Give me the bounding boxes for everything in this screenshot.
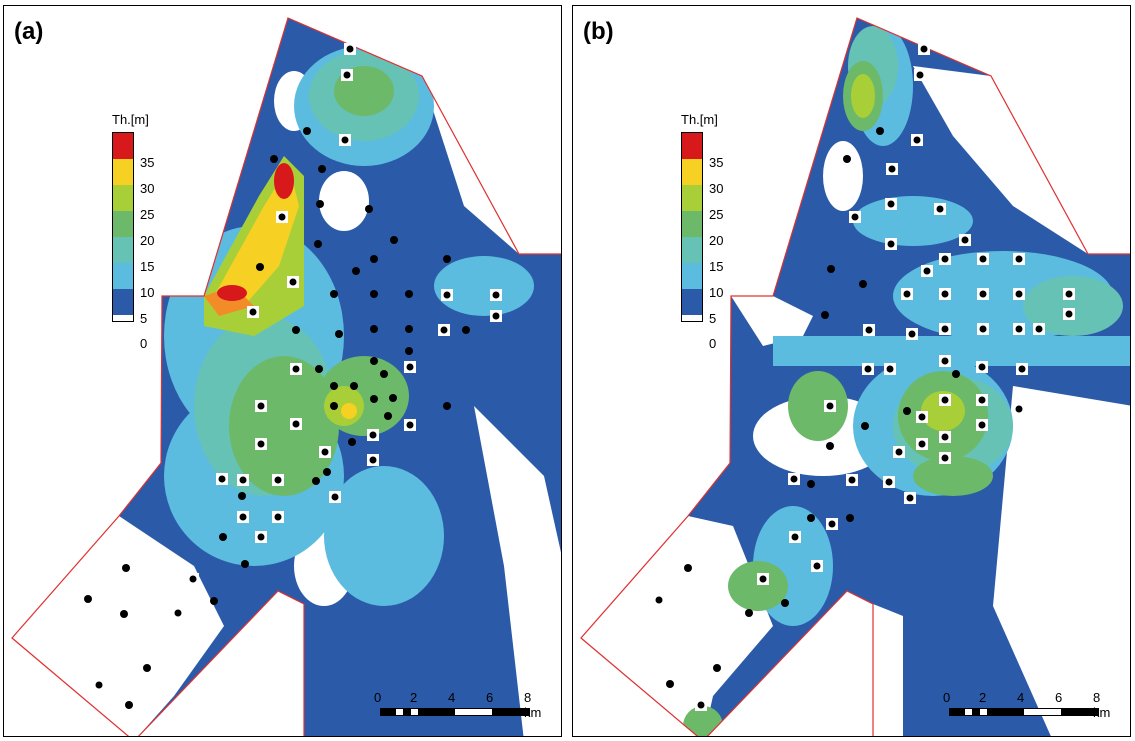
- legend-tick: 30: [709, 181, 724, 196]
- legend-tick: 5: [140, 311, 148, 326]
- scale-bar-a: 0 2 4 6 8 km: [374, 690, 544, 730]
- thickness-legend-b: Th.[m] 35 30 25 20 15 10 5 0: [679, 112, 759, 352]
- well-markers-a: [84, 43, 502, 709]
- scale-tick: 6: [486, 690, 494, 705]
- legend-tick: 20: [709, 233, 724, 248]
- panel-label-b: (b): [583, 18, 614, 45]
- legend-title: Th.[m]: [112, 112, 149, 127]
- scale-tick: 4: [448, 690, 456, 705]
- map-panel-a: (a) Th.[m] 35 30 25 20 15 10 5 0 0 2 4 6…: [3, 5, 562, 737]
- legend-tick: 25: [140, 207, 155, 222]
- thickness-map-a: [11, 17, 561, 736]
- legend-tick: 0: [709, 336, 717, 351]
- legend-tick: 0: [140, 336, 148, 351]
- scale-tick: 2: [410, 690, 418, 705]
- thickness-legend-a: Th.[m] 35 30 25 20 15 10 5 0: [110, 112, 190, 352]
- legend-tick: 5: [709, 311, 717, 326]
- scale-bar-b: 0 2 4 6 8 km: [943, 690, 1113, 730]
- legend-color-bar: [112, 132, 134, 322]
- legend-tick: 35: [709, 155, 724, 170]
- legend-tick: 10: [709, 285, 724, 300]
- scale-tick: 4: [1017, 690, 1025, 705]
- scale-bar-graphic: [380, 708, 530, 716]
- legend-tick: 20: [140, 233, 155, 248]
- well-markers-b: [653, 43, 1075, 711]
- scale-tick: 6: [1055, 690, 1063, 705]
- thickness-map-b: [580, 17, 1130, 736]
- legend-tick: 30: [140, 181, 155, 196]
- legend-color-bar: [681, 132, 703, 322]
- scale-tick: 0: [943, 690, 951, 705]
- legend-tick: 15: [140, 259, 155, 274]
- scale-tick: 2: [979, 690, 987, 705]
- legend-title: Th.[m]: [681, 112, 718, 127]
- scale-tick: 0: [374, 690, 382, 705]
- legend-tick: 25: [709, 207, 724, 222]
- legend-tick: 15: [709, 259, 724, 274]
- scale-bar-graphic: [949, 708, 1099, 716]
- panel-label-a: (a): [14, 18, 44, 45]
- legend-tick: 35: [140, 155, 155, 170]
- legend-tick: 10: [140, 285, 155, 300]
- map-panel-b: (b) Th.[m] 35 30 25 20 15 10 5 0 0 2 4 6…: [572, 5, 1131, 737]
